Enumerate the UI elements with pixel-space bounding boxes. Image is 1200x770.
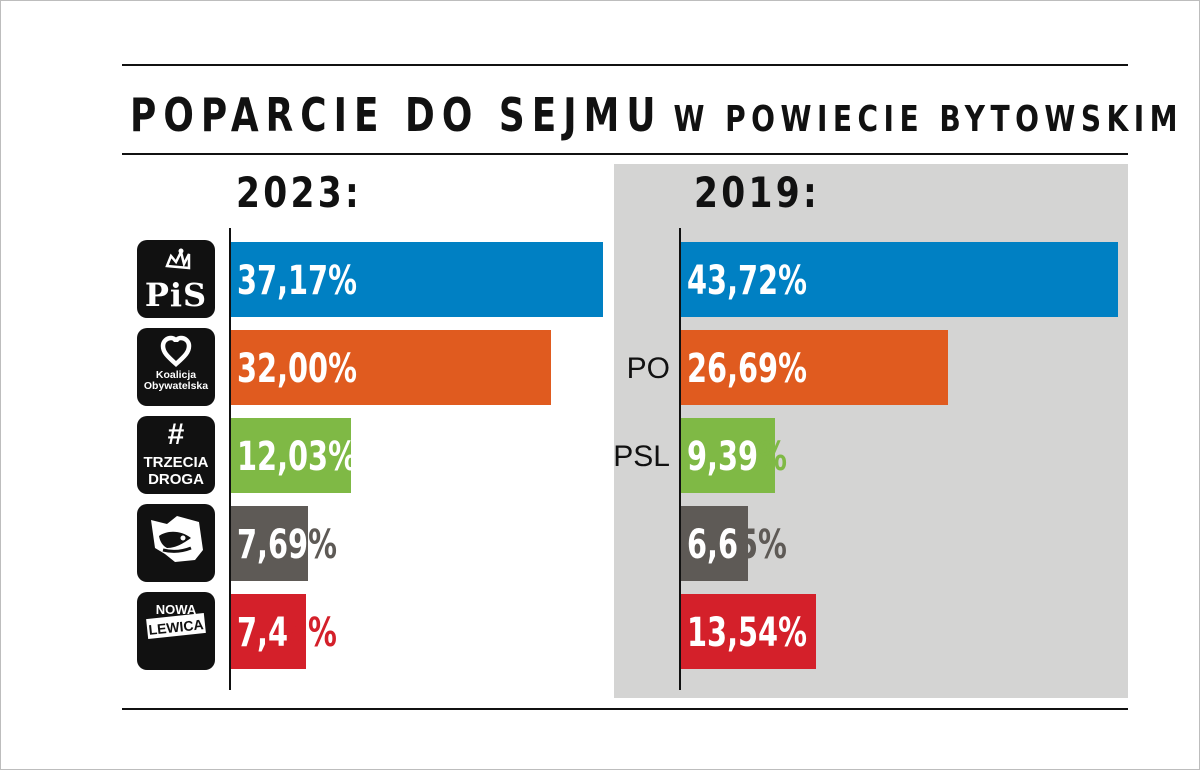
- row-name-psl: PSL: [613, 440, 670, 473]
- konfederacja-logo: [137, 504, 215, 582]
- title-rule: [122, 153, 1128, 155]
- bar-label-2019-1: 43,72%: [687, 258, 807, 304]
- bar-label-2019-5: 13,54%: [687, 610, 807, 656]
- axis-2019: [679, 228, 681, 690]
- td-logo: # TRZECIA DROGA: [137, 416, 215, 494]
- lewica-logo: NOWA LEWICA: [137, 592, 215, 670]
- title-main: POPARCIE DO SEJMU: [130, 88, 663, 142]
- bar-2019-4: [681, 506, 748, 581]
- bar-2019-2: [681, 330, 948, 405]
- bar-label-2019-2: 26,69%: [687, 346, 807, 392]
- bar-label-2023-4: 7,69%: [237, 522, 337, 568]
- bar-2023-3: [231, 418, 351, 493]
- bar-2023-5: [231, 594, 306, 669]
- bar-2023-1: [231, 242, 603, 317]
- bar-2019-5: [681, 594, 816, 669]
- bottom-rule: [122, 708, 1128, 710]
- pis-logo: PiS: [137, 240, 215, 318]
- ko-logo: Koalicja Obywatelska: [137, 328, 215, 406]
- bar-2023-4: [231, 506, 308, 581]
- bar-label-2019-3: 9,39%: [687, 434, 787, 480]
- bar-2019-1: [681, 242, 1118, 317]
- axis-2023: [229, 228, 231, 690]
- td-logo-text: TRZECIA DROGA: [143, 454, 209, 488]
- hash-icon: #: [167, 418, 185, 451]
- heart-icon: [160, 335, 192, 368]
- top-rule: [122, 64, 1128, 66]
- ko-logo-text: Koalicja Obywatelska: [143, 369, 209, 392]
- pis-crown-icon: [165, 248, 191, 270]
- bar-label-2023-5: 7,45%: [237, 610, 337, 656]
- eagle-icon: [151, 516, 203, 562]
- row-name-po: PO: [626, 352, 670, 385]
- chart-title: POPARCIE DO SEJMU W POWIECIE BYTOWSKIM: [130, 88, 1178, 148]
- bar-label-2023-3: 12,03%: [237, 434, 357, 480]
- title-sub: W POWIECIE BYTOWSKIM: [673, 99, 1184, 140]
- bar-label-2023-2: 32,00%: [237, 346, 357, 392]
- bar-label-2023-1: 37,17%: [237, 258, 357, 304]
- bar-2019-3: [681, 418, 775, 493]
- lewica-label-icon: [146, 613, 206, 639]
- year-2019-label: 2019:: [694, 168, 821, 217]
- bar-2023-2: [231, 330, 551, 405]
- year-2023-label: 2023:: [236, 168, 363, 217]
- pis-logo-text: PiS: [144, 276, 208, 314]
- lewica-logo-text-top: NOWA: [155, 602, 197, 617]
- bar-label-2019-4: 6,65%: [687, 522, 787, 568]
